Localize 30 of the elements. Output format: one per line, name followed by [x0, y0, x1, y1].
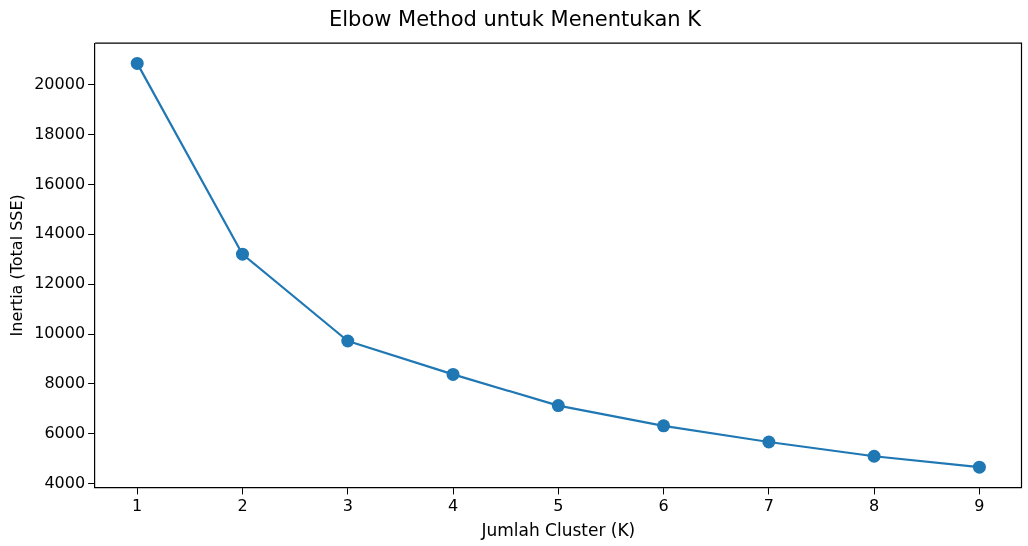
y-tick-label: 10000 [34, 323, 86, 343]
chart-title: Elbow Method untuk Menentukan K [328, 7, 703, 32]
x-tick-label: 6 [658, 496, 669, 516]
y-tick-label: 12000 [34, 273, 86, 293]
x-tick-label: 1 [132, 496, 143, 516]
point [341, 334, 355, 348]
x-tick-label: 5 [553, 496, 564, 516]
point [446, 367, 460, 381]
point [551, 399, 565, 413]
x-tick-label: 4 [447, 496, 459, 516]
y-tick-label: 14000 [34, 223, 86, 243]
point [130, 56, 144, 70]
y-tick-label: 18000 [34, 123, 86, 143]
x-tick-label: 8 [869, 496, 880, 516]
y-tick-label: 4000 [44, 472, 86, 492]
x-axis-title: Jumlah Cluster (K) [480, 520, 636, 541]
y-tick-label: 6000 [44, 422, 86, 442]
point [235, 247, 249, 261]
y-tick-label: 20000 [34, 73, 86, 93]
x-tick-label: 9 [974, 496, 985, 516]
x-tick-label: 7 [763, 496, 774, 516]
x-tick-label: 3 [342, 496, 353, 516]
y-axis-title: Inertia (Total SSE) [6, 194, 26, 337]
point [762, 435, 776, 449]
y-tick-label: 16000 [34, 173, 86, 193]
y-tick-label: 8000 [44, 373, 86, 393]
point [657, 419, 671, 433]
x-tick-label: 2 [237, 496, 248, 516]
point [867, 449, 881, 463]
point [972, 460, 986, 474]
